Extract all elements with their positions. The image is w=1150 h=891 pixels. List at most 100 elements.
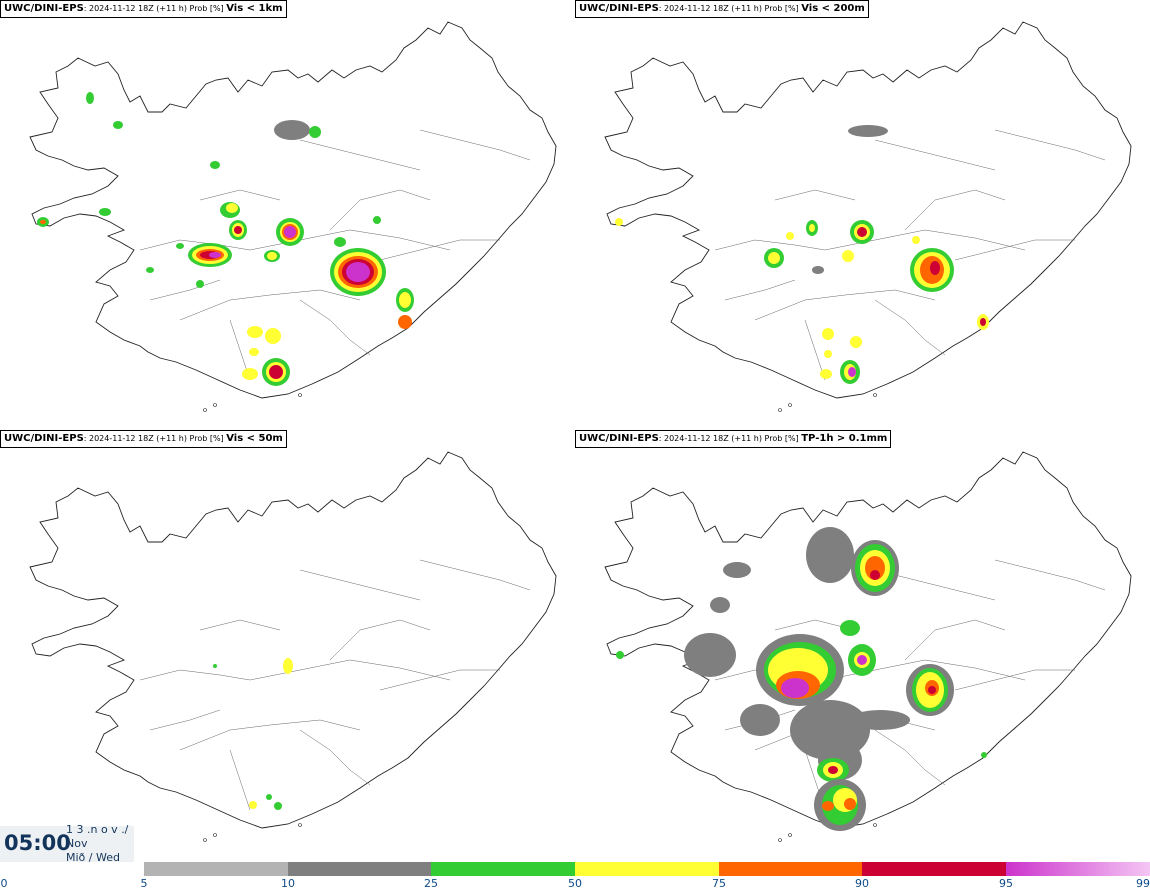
probability-contour xyxy=(86,92,94,104)
probability-contour xyxy=(857,227,867,237)
map-panel-vis-50m: UWC/DINI-EPS: 2024-11-12 18Z (+11 h) Pro… xyxy=(0,430,575,860)
probability-contour xyxy=(812,266,824,274)
probability-contour xyxy=(40,220,46,224)
region-boundary xyxy=(994,559,1106,591)
probability-contour xyxy=(234,226,242,234)
colorbar-segment xyxy=(862,862,1006,876)
region-boundary xyxy=(139,669,251,681)
panel-title: UWC/DINI-EPS: 2024-11-12 18Z (+11 h) Pro… xyxy=(575,430,892,448)
probability-contour xyxy=(399,292,411,308)
region-boundary xyxy=(299,299,371,356)
probability-contour xyxy=(334,237,346,247)
panel-title: UWC/DINI-EPS: 2024-11-12 18Z (+11 h) Pro… xyxy=(0,430,287,448)
probability-contour xyxy=(242,368,258,380)
probability-colorbar: 0 5 10 25 50 75 90 95 99 xyxy=(0,862,1150,891)
probability-contour xyxy=(824,350,832,358)
colorbar-tick: 5 xyxy=(140,877,148,890)
probability-contour xyxy=(822,801,834,811)
colorbar-tick: 99 xyxy=(1136,877,1150,890)
probability-contour xyxy=(176,243,184,249)
probability-contour xyxy=(848,125,888,137)
probability-contour xyxy=(828,766,838,774)
coastline xyxy=(604,21,1132,399)
colorbar-tick: 10 xyxy=(281,877,295,890)
probability-contour xyxy=(309,126,321,138)
iceland-map xyxy=(604,21,1132,412)
coastline xyxy=(604,451,1132,829)
valid-date-line1: 1 3 .n o v ./ xyxy=(66,823,129,836)
probability-contour xyxy=(723,562,751,578)
probability-contour xyxy=(786,232,794,240)
region-boundary xyxy=(774,189,856,201)
probability-contour xyxy=(113,121,123,129)
probability-contour xyxy=(247,326,263,338)
region-boundary xyxy=(299,139,421,171)
probability-contour xyxy=(768,252,780,264)
colorbar-segment xyxy=(288,862,431,876)
probability-contour xyxy=(209,252,221,258)
probability-contour xyxy=(820,369,832,379)
probability-contour xyxy=(822,328,834,340)
colorbar-segment xyxy=(1006,862,1150,876)
colorbar-segment xyxy=(575,862,719,876)
probability-contour xyxy=(981,752,987,758)
coastline xyxy=(29,21,557,399)
probability-contour xyxy=(267,252,277,260)
region-boundary xyxy=(329,619,431,661)
region-boundary xyxy=(329,189,431,231)
island xyxy=(778,838,782,842)
colorbar-tick: 95 xyxy=(999,877,1013,890)
probability-contour xyxy=(226,203,238,213)
probability-contour xyxy=(809,224,815,232)
region-boundary xyxy=(379,669,500,691)
region-boundary xyxy=(249,659,451,681)
colorbar-tick: 50 xyxy=(568,877,582,890)
region-boundary xyxy=(419,559,531,591)
island xyxy=(873,823,877,827)
map-panel-vis-1km: UWC/DINI-EPS: 2024-11-12 18Z (+11 h) Pro… xyxy=(0,0,575,430)
map-panel-precip: UWC/DINI-EPS: 2024-11-12 18Z (+11 h) Pro… xyxy=(575,430,1150,860)
probability-contour xyxy=(806,527,854,583)
colorbar-tick: 0 xyxy=(0,877,8,890)
iceland-map xyxy=(29,451,557,842)
probability-contour xyxy=(615,218,623,226)
island xyxy=(298,823,302,827)
region-boundary xyxy=(139,239,251,251)
probability-contour xyxy=(850,710,910,730)
probability-contour xyxy=(804,654,816,666)
region-boundary xyxy=(179,719,361,751)
colorbar-segment xyxy=(719,862,862,876)
map-panel-vis-200m: UWC/DINI-EPS: 2024-11-12 18Z (+11 h) Pro… xyxy=(575,0,1150,430)
island xyxy=(298,393,302,397)
probability-contour xyxy=(865,556,885,580)
colorbar-segment xyxy=(144,862,288,876)
panel-title: UWC/DINI-EPS: 2024-11-12 18Z (+11 h) Pro… xyxy=(0,0,287,18)
probability-contour xyxy=(266,794,272,800)
probability-contour xyxy=(284,226,296,238)
valid-date-weekday: Mið / Wed xyxy=(66,851,120,862)
probability-contour xyxy=(912,236,920,244)
probability-contour xyxy=(857,655,867,665)
probability-contour xyxy=(265,328,281,344)
probability-contour xyxy=(616,651,624,659)
probability-contour xyxy=(373,216,381,224)
probability-contour xyxy=(842,250,854,262)
colorbar-tick: 75 xyxy=(712,877,726,890)
iceland-map xyxy=(29,21,557,412)
probability-contour xyxy=(274,802,282,810)
region-boundary xyxy=(229,749,251,811)
panel-title: UWC/DINI-EPS: 2024-11-12 18Z (+11 h) Pro… xyxy=(575,0,869,18)
island xyxy=(213,833,217,837)
probability-contour xyxy=(684,633,736,677)
probability-contour xyxy=(740,704,780,736)
region-boundary xyxy=(724,279,796,301)
probability-contour xyxy=(848,367,856,377)
iceland-map xyxy=(604,451,1132,842)
valid-date-month: Nov xyxy=(66,837,88,850)
probability-contour xyxy=(285,662,291,670)
colorbar-tick: 25 xyxy=(424,877,438,890)
region-boundary xyxy=(199,189,281,201)
region-boundary xyxy=(714,239,826,251)
region-boundary xyxy=(149,709,221,731)
island xyxy=(778,408,782,412)
